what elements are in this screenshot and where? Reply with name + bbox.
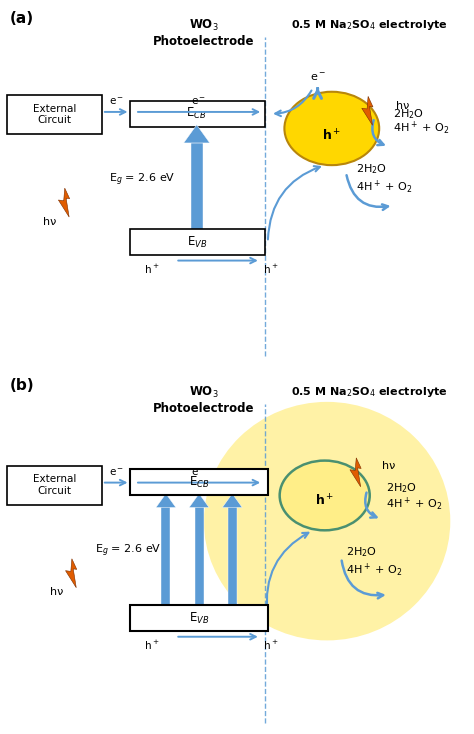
Polygon shape (228, 507, 237, 608)
FancyBboxPatch shape (130, 469, 268, 495)
Polygon shape (189, 493, 209, 507)
Text: hν: hν (382, 461, 395, 471)
Text: h$^+$: h$^+$ (144, 263, 159, 275)
Text: (a): (a) (9, 11, 34, 26)
Text: hν: hν (396, 101, 409, 112)
Text: WO$_3$
Photoelectrode: WO$_3$ Photoelectrode (153, 18, 255, 48)
Text: 4H$^+$ + O$_2$: 4H$^+$ + O$_2$ (393, 120, 450, 137)
Text: h$^+$: h$^+$ (144, 639, 159, 652)
Polygon shape (156, 493, 176, 507)
Text: 0.5 M Na$_2$SO$_4$ electrolyte: 0.5 M Na$_2$SO$_4$ electrolyte (292, 18, 448, 32)
Text: e$^-$: e$^-$ (109, 467, 124, 478)
Text: hν: hν (50, 587, 64, 597)
Circle shape (284, 92, 379, 165)
Text: 4H$^+$ + O$_2$: 4H$^+$ + O$_2$ (346, 562, 403, 579)
Text: WO$_3$
Photoelectrode: WO$_3$ Photoelectrode (153, 385, 255, 415)
Text: e$^-$: e$^-$ (109, 96, 124, 107)
Polygon shape (162, 507, 170, 608)
Text: E$_g$ = 2.6 eV: E$_g$ = 2.6 eV (109, 172, 175, 188)
Circle shape (280, 461, 370, 530)
Text: e$^-$: e$^-$ (310, 71, 326, 83)
FancyBboxPatch shape (130, 229, 265, 255)
Text: hν: hν (43, 217, 56, 227)
Text: E$_{VB}$: E$_{VB}$ (189, 611, 209, 625)
Text: h$^+$: h$^+$ (263, 639, 279, 652)
FancyBboxPatch shape (130, 605, 268, 631)
FancyBboxPatch shape (7, 95, 102, 134)
Polygon shape (191, 143, 202, 233)
Text: e$^-$: e$^-$ (191, 467, 207, 478)
Text: External
Circuit: External Circuit (33, 103, 76, 126)
FancyBboxPatch shape (7, 466, 102, 505)
Text: E$_{CB}$: E$_{CB}$ (186, 106, 207, 121)
Polygon shape (65, 559, 77, 588)
Text: E$_g$ = 2.6 eV: E$_g$ = 2.6 eV (95, 542, 161, 559)
Text: 2H$_2$O: 2H$_2$O (356, 162, 386, 175)
Ellipse shape (204, 402, 450, 640)
Polygon shape (195, 507, 203, 608)
Polygon shape (184, 125, 210, 143)
Text: 2H$_2$O: 2H$_2$O (346, 545, 377, 559)
Polygon shape (58, 188, 70, 217)
FancyBboxPatch shape (130, 101, 265, 126)
Polygon shape (350, 458, 361, 487)
Text: E$_{CB}$: E$_{CB}$ (189, 475, 210, 490)
Text: 2H$_2$O: 2H$_2$O (386, 482, 417, 495)
Text: E$_{VB}$: E$_{VB}$ (187, 235, 207, 250)
Text: 2H$_2$O: 2H$_2$O (393, 107, 424, 120)
Text: External
Circuit: External Circuit (33, 474, 76, 496)
Text: 4H$^+$ + O$_2$: 4H$^+$ + O$_2$ (386, 496, 443, 513)
Polygon shape (362, 96, 373, 126)
Text: 0.5 M Na$_2$SO$_4$ electrolyte: 0.5 M Na$_2$SO$_4$ electrolyte (292, 385, 448, 399)
Text: h$^+$: h$^+$ (322, 128, 341, 143)
Polygon shape (222, 493, 242, 507)
Text: (b): (b) (9, 378, 34, 393)
Text: h$^+$: h$^+$ (315, 493, 334, 509)
Text: 4H$^+$ + O$_2$: 4H$^+$ + O$_2$ (356, 178, 412, 196)
Text: e$^-$: e$^-$ (191, 96, 207, 107)
Text: h$^+$: h$^+$ (263, 263, 279, 275)
